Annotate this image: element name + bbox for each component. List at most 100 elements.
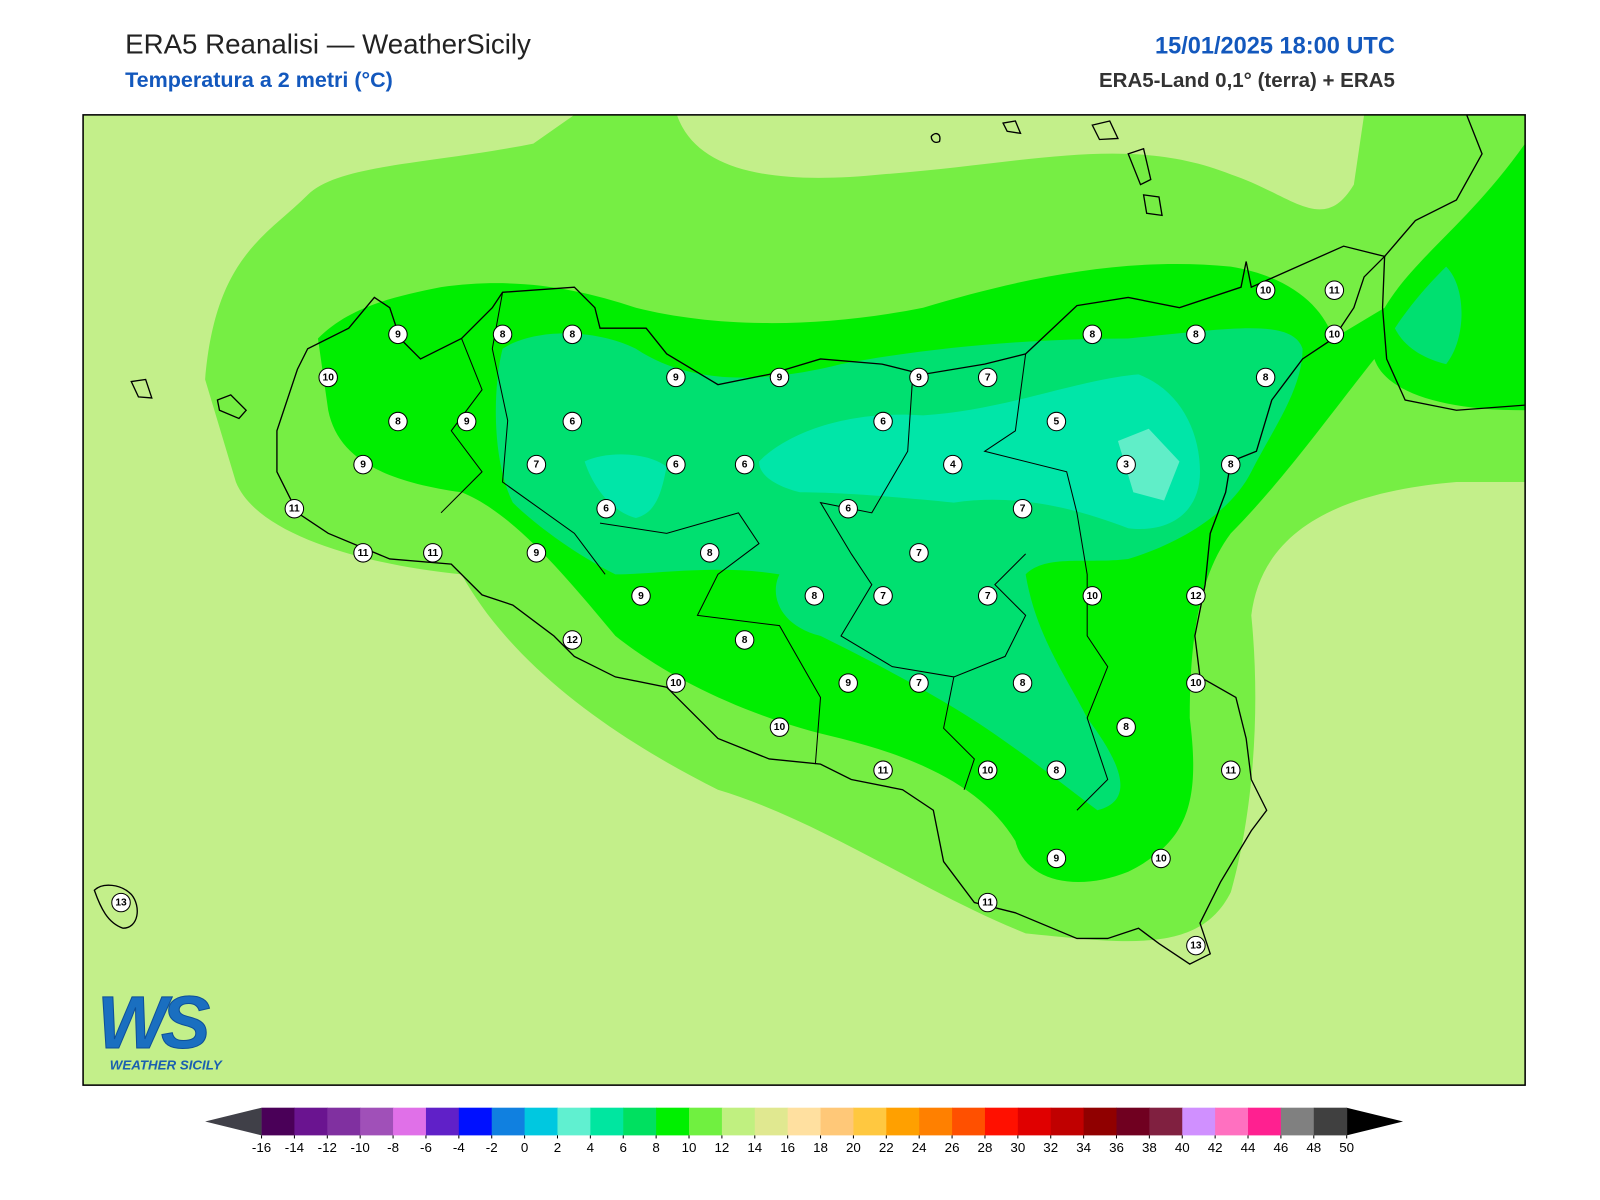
station-marker: [1255, 367, 1276, 388]
station: 9: [388, 324, 408, 345]
station-marker: [838, 673, 858, 693]
station: 7: [909, 543, 929, 563]
station: 10: [318, 367, 338, 388]
station: 7: [1012, 498, 1033, 519]
colorbar: -16 -14 -12 -10 -8 -6 -4 -2 0 2 4 6 8 10 12 14 16 18 20 22 2…: [205, 1107, 1404, 1155]
colorbar-tick-label: -14: [285, 1140, 305, 1155]
colorbar-over: [1346, 1107, 1404, 1136]
station-marker: [1324, 280, 1345, 300]
colorbar-tick-label: 44: [1241, 1140, 1256, 1155]
colorbar-tick-label: 0: [521, 1140, 528, 1155]
station: 10: [1255, 280, 1276, 300]
station-value: 3: [1123, 460, 1129, 471]
station-value: 9: [395, 329, 401, 340]
station: 9: [456, 411, 477, 432]
station-value: 8: [500, 329, 506, 340]
station-value: 10: [774, 722, 786, 733]
station: 6: [666, 454, 686, 475]
station-value: 8: [707, 548, 713, 559]
station-marker: [666, 454, 686, 475]
colorbar-swatch: [787, 1107, 822, 1136]
station-value: 11: [289, 504, 300, 515]
station-value: 11: [1225, 765, 1236, 776]
station-marker: [111, 892, 131, 913]
map-frame: [82, 114, 1526, 1086]
colorbar-swatch: [623, 1107, 657, 1136]
station-marker: [318, 367, 338, 388]
source: ERA5-Land 0,1° (terra) + ERA5: [1099, 69, 1395, 92]
station-marker: [562, 324, 583, 345]
station: 10: [1151, 848, 1171, 869]
station-value: 9: [638, 591, 644, 602]
station-marker: [1186, 673, 1206, 693]
station-marker: [631, 586, 651, 606]
colorbar-swatch: [425, 1107, 460, 1136]
station-value: 7: [880, 591, 886, 602]
station-marker: [1046, 760, 1067, 780]
station-value: 6: [569, 417, 575, 428]
station-value: 9: [916, 372, 922, 383]
station: 8: [562, 324, 583, 345]
station-marker: [1255, 280, 1276, 300]
station-marker: [456, 411, 477, 432]
station-marker: [909, 543, 929, 563]
station: 13: [111, 892, 131, 913]
logo-text: WEATHER SICILY: [110, 1058, 223, 1073]
colorbar-tick-label: 40: [1175, 1140, 1190, 1155]
colorbar-under: [205, 1107, 262, 1136]
colorbar-tick-label: 14: [747, 1140, 762, 1155]
colorbar-swatch: [524, 1107, 558, 1136]
station: 9: [769, 367, 790, 388]
station-marker: [769, 717, 790, 737]
station-value: 5: [1054, 417, 1060, 428]
band-2: [1117, 428, 1180, 501]
station-value: 6: [603, 504, 609, 515]
colorbar-swatch: [1050, 1107, 1085, 1136]
station-marker: [353, 454, 373, 475]
colorbar-tick-label: -4: [453, 1140, 465, 1155]
station-marker: [1221, 760, 1241, 780]
colorbar-swatch: [1149, 1107, 1183, 1136]
station-marker: [1012, 673, 1033, 693]
colorbar-tick-label: 4: [587, 1140, 595, 1155]
station: 10: [666, 673, 686, 693]
station-marker: [388, 411, 408, 432]
station: 12: [1186, 586, 1206, 606]
station: 11: [284, 498, 305, 519]
colorbar-tick-label: 12: [714, 1140, 729, 1155]
colorbar-tick-label: -8: [387, 1140, 399, 1155]
station-marker: [909, 367, 929, 388]
station: 5: [1046, 411, 1067, 432]
colorbar-swatch: [1313, 1107, 1348, 1136]
station-value: 7: [985, 372, 991, 383]
colorbar-swatch: [294, 1107, 328, 1136]
colorbar-swatch: [721, 1107, 756, 1136]
colorbar-tick-label: 32: [1043, 1140, 1058, 1155]
colorbar-swatch: [1248, 1107, 1282, 1136]
colorbar-swatch: [1083, 1107, 1118, 1136]
colorbar-swatch: [1182, 1107, 1216, 1136]
station-value: 10: [982, 765, 994, 776]
colorbar-tick-label: -6: [420, 1140, 432, 1155]
colorbar-tick-label: 50: [1339, 1140, 1354, 1155]
colorbar-swatch: [820, 1107, 854, 1136]
station-marker: [666, 367, 686, 388]
station-marker: [873, 411, 893, 432]
station-marker: [562, 630, 583, 650]
station-marker: [388, 324, 408, 345]
station-value: 8: [569, 329, 575, 340]
station: 11: [423, 543, 443, 563]
station: 4: [943, 454, 963, 475]
station-marker: [1082, 324, 1103, 345]
station: 7: [977, 367, 998, 388]
station: 11: [873, 760, 893, 780]
colorbar-swatch: [327, 1107, 361, 1136]
station: 11: [353, 543, 373, 563]
station-marker: [838, 498, 858, 519]
colorbar-tick-label: -10: [351, 1140, 370, 1155]
station-marker: [700, 543, 720, 563]
colorbar-tick-label: 20: [846, 1140, 861, 1155]
colorbar-swatch: [754, 1107, 789, 1136]
station-value: 7: [534, 460, 540, 471]
station-marker: [909, 673, 929, 693]
